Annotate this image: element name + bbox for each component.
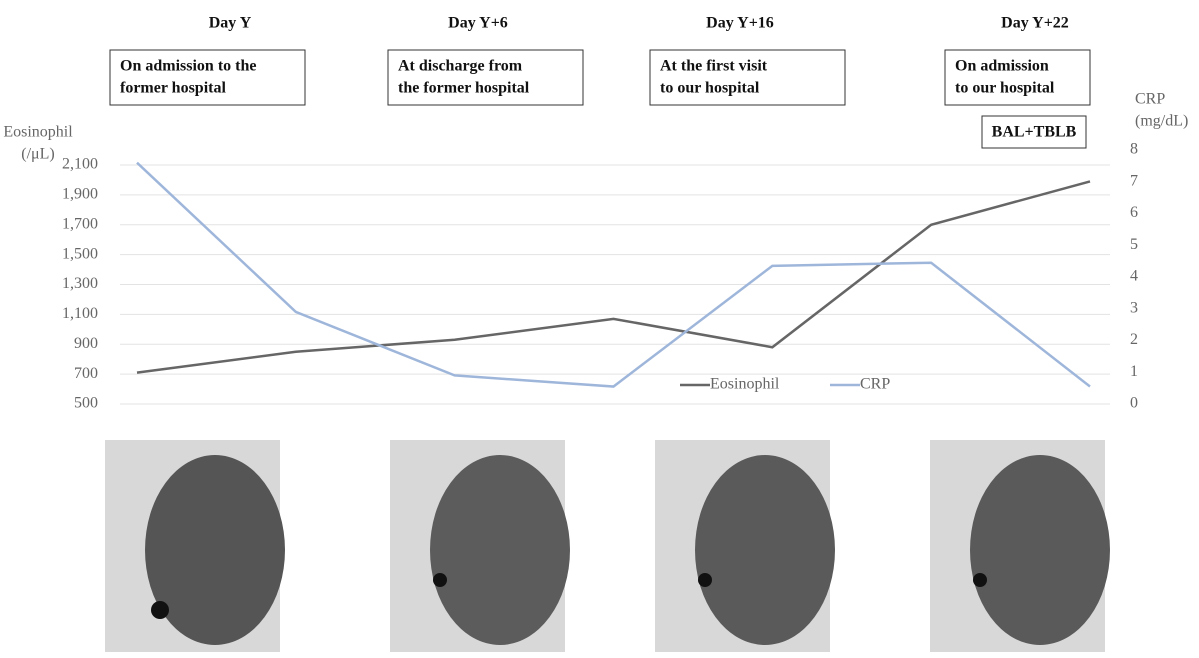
y-axis-label: Eosinophil [3, 124, 73, 141]
y2-tick-label: 2 [1130, 331, 1138, 348]
y-tick-label: 2,100 [62, 156, 98, 173]
y2-tick-label: 8 [1130, 141, 1138, 158]
y2-tick-label: 0 [1130, 395, 1138, 412]
y2-tick-label: 7 [1130, 172, 1138, 189]
y-tick-label: 1,700 [62, 215, 98, 232]
y2-tick-label: 3 [1130, 299, 1138, 316]
legend-label: Eosinophil [710, 376, 780, 393]
y-tick-label: 900 [74, 335, 98, 352]
y-tick-label: 1,300 [62, 275, 98, 292]
day-label: Day Y [209, 15, 252, 32]
y2-tick-label: 4 [1130, 268, 1138, 285]
y-tick-label: 1,100 [62, 305, 98, 322]
y-tick-label: 700 [74, 365, 98, 382]
note-text: On admission to the [120, 58, 256, 75]
y2-tick-label: 5 [1130, 236, 1138, 253]
note-text: former hospital [120, 80, 226, 97]
y-tick-label: 1,500 [62, 245, 98, 262]
note-text: the former hospital [398, 80, 530, 97]
y2-tick-label: 1 [1130, 363, 1138, 380]
y2-tick-label: 6 [1130, 204, 1138, 221]
note-text: to our hospital [955, 80, 1055, 97]
y-tick-label: 500 [74, 395, 98, 412]
note-text: On admission [955, 58, 1049, 75]
y-tick-label: 1,900 [62, 186, 98, 203]
figure: 500 700 900 1,100 1,300 1,500 1,700 1,900 2,100 0… [0, 0, 1199, 653]
y2-axis-label: (mg/dL) [1135, 113, 1188, 130]
ct-images [105, 440, 1110, 652]
note-text: At discharge from [398, 58, 523, 75]
y2-axis-label: CRP [1135, 91, 1165, 108]
day-label: Day Y+16 [706, 15, 774, 32]
day-label: Day Y+22 [1001, 15, 1069, 32]
procedure-label: BAL+TBLB [992, 124, 1077, 141]
note-text: At the first visit [660, 58, 768, 75]
note-text: to our hospital [660, 80, 760, 97]
day-label: Day Y+6 [448, 15, 508, 32]
y-axis-label: (/μL) [21, 146, 54, 163]
legend-label: CRP [860, 376, 890, 393]
